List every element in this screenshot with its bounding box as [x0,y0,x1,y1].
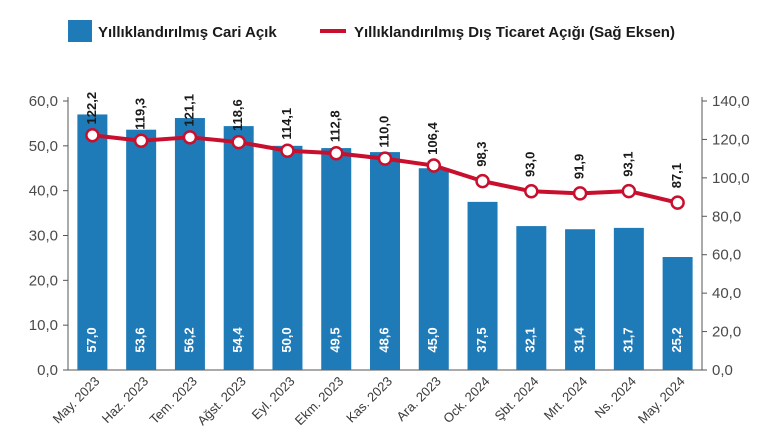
left-tick-label: 60,0 [29,93,58,110]
line-marker [85,127,100,143]
category-label: Ns. 2024 [592,374,639,421]
bar-value-label: 31,7 [620,327,635,352]
right-tick-label: 40,0 [712,285,741,302]
line-series: 122,2 119,3 121,1 118,6 114,1 112,8 110,0 106,4… [84,92,685,210]
bar [272,145,303,370]
right-tick-label: 100,0 [712,170,750,187]
line-marker [621,183,637,199]
left-tick-label: 30,0 [29,228,58,245]
bar-value-label: 56,2 [181,327,196,352]
bar-value-label: 37,5 [474,327,489,352]
bar-value-label: 53,6 [133,327,148,352]
left-tick-label: 40,0 [29,183,58,200]
left-tick-label: 20,0 [29,272,58,289]
bar-value-label: 54,4 [230,327,245,353]
bar [565,229,596,370]
bar [77,114,108,370]
right-tick-label: 140,0 [712,93,750,110]
category-label: Haz. 2023 [99,374,152,427]
bar [613,227,644,370]
bar [662,257,693,370]
category-label: Eyl. 2023 [249,374,298,423]
line-marker [524,184,539,199]
line-value-label: 114,1 [279,108,294,140]
bar [321,148,352,370]
bar [418,168,449,370]
legend: Yıllıklandırılmış Cari Açık Yıllıklandır… [68,20,675,42]
line-marker [133,133,149,149]
left-tick-label: 10,0 [29,317,58,334]
line-marker [280,143,295,159]
right-tick-label: 20,0 [712,324,741,341]
bar-value-label: 45,0 [425,327,440,352]
bar [223,126,254,371]
line-value-label: 87,1 [669,163,684,188]
bar [516,226,547,370]
right-tick-label: 80,0 [712,208,741,225]
bar-value-label: 48,6 [376,327,391,352]
category-label: Şbt. 2024 [491,374,541,424]
axes: 0,0 10,0 20,0 30,0 40,0 50,0 60,0 0,0 20,0 40,0 60… [29,93,750,379]
bar-value-label: 50,0 [279,327,294,352]
line-value-label: 91,9 [572,154,587,179]
line-marker [328,146,344,161]
bar [174,118,205,370]
line-marker [475,173,490,189]
line-value-label: 93,0 [523,152,538,177]
bar [126,129,157,370]
line-marker [670,195,685,210]
right-tick-label: 0,0 [712,362,733,379]
line-marker [377,151,393,166]
bar-series: 57,0 53,6 56,2 54,4 50,0 49,5 48,6 45,0 37,5 32,1… [77,114,693,371]
line-value-label: 118,6 [230,99,245,131]
line-marker [426,158,442,173]
legend-bar-label: Yıllıklandırılmış Cari Açık [98,24,277,41]
line-marker [231,134,246,150]
bar-value-label: 31,4 [572,327,587,353]
bar-value-label: 49,5 [328,327,343,352]
category-label: Ara. 2023 [393,374,443,424]
line-value-label: 121,1 [181,94,196,127]
bar-value-label: 57,0 [84,327,99,352]
category-label: Ekm. 2023 [292,374,347,429]
legend-line-label: Yıllıklandırılmış Dış Ticaret Açığı (Sağ… [354,24,675,41]
category-label: Ağst. 2023 [194,374,249,429]
left-tick-label: 0,0 [37,362,58,379]
bar-value-label: 32,1 [523,327,538,352]
right-tick-label: 120,0 [712,131,750,148]
line-value-label: 110,0 [376,116,391,148]
category-label: Kas. 2023 [343,374,395,426]
legend-bar-swatch [68,20,92,42]
line-value-label: 93,1 [620,151,635,176]
category-label: Ock. 2024 [440,374,493,427]
bar [370,152,400,370]
category-label: May. 2024 [635,374,688,427]
line-value-label: 112,8 [328,110,343,142]
bar-value-label: 25,2 [669,327,684,352]
category-label: Mrt. 2024 [541,374,590,423]
right-tick-label: 60,0 [712,247,741,264]
bar [467,201,498,370]
line-value-label: 98,3 [474,141,489,166]
line-marker [572,186,588,201]
line-value-label: 119,3 [133,98,148,130]
left-tick-label: 50,0 [29,138,58,155]
category-label: May. 2023 [50,374,103,427]
line-value-label: 122,2 [84,92,99,125]
line-value-label: 106,4 [425,122,440,155]
category-label: Tem. 2023 [147,374,201,428]
line-marker [182,130,198,145]
